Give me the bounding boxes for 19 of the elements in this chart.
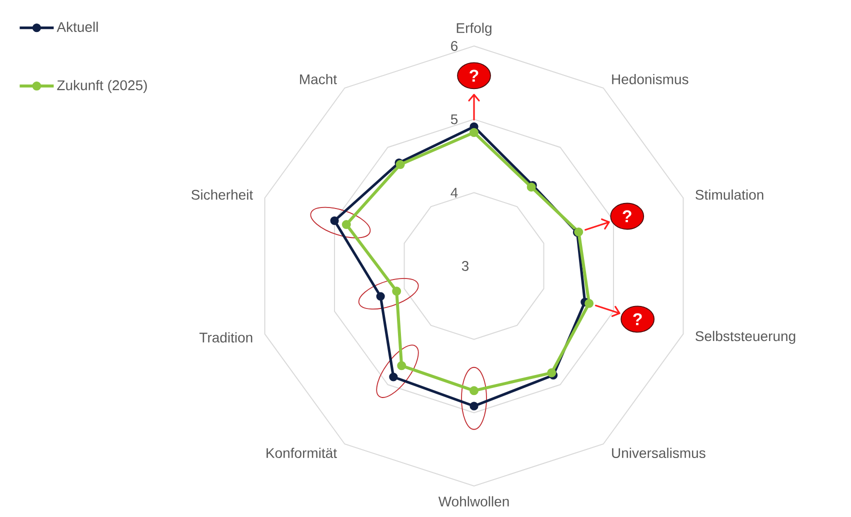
spoke-label: Selbststeuerung	[696, 330, 796, 344]
y-tick-label: 3	[462, 261, 469, 271]
spoke-label: Tradition	[199, 332, 252, 343]
spoke-label: Macht	[300, 74, 337, 84]
text: ?	[633, 313, 642, 326]
legend-label: Aktuell	[56, 22, 98, 32]
spoke-label: Erfolg	[456, 22, 492, 36]
text: ?	[470, 70, 478, 82]
spoke-label: Hedonismus	[612, 74, 688, 84]
legend-label: Zukunft (2025)	[57, 80, 147, 93]
spoke-label: Stimulation	[696, 189, 764, 200]
spoke-label: Sicherheit	[191, 189, 253, 200]
spoke-label: Konformität	[266, 448, 337, 458]
text: ?	[622, 210, 632, 222]
y-tick-label: 5	[450, 114, 458, 124]
spoke-label: Wohlwollen	[438, 496, 509, 506]
spoke-label: Universalismus	[612, 448, 706, 458]
y-tick-label: 4	[450, 188, 458, 198]
y-tick-label: 6	[451, 41, 458, 51]
